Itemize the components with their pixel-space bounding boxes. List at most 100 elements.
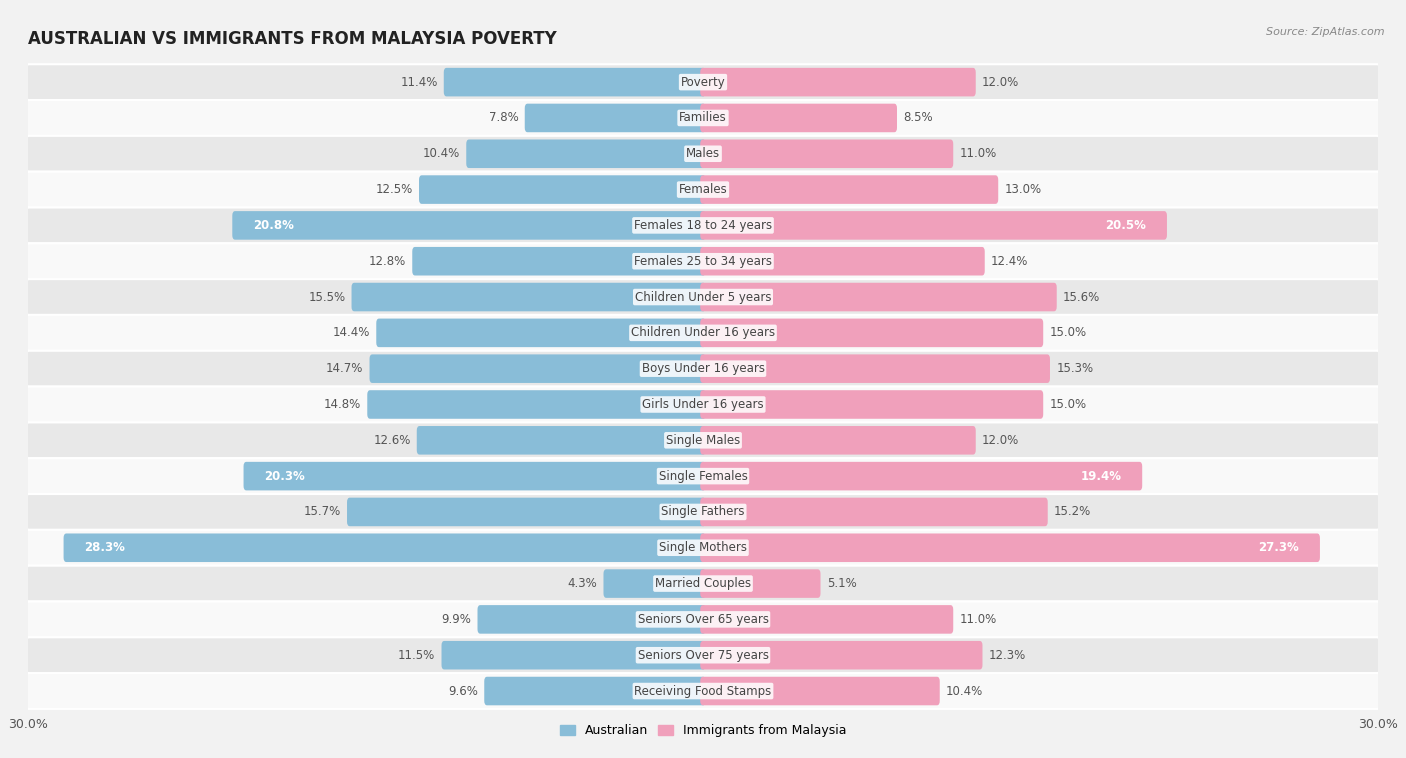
FancyBboxPatch shape [416, 426, 706, 455]
Text: Females: Females [679, 183, 727, 196]
Text: Children Under 5 years: Children Under 5 years [634, 290, 772, 303]
Text: 14.8%: 14.8% [323, 398, 361, 411]
Text: Children Under 16 years: Children Under 16 years [631, 327, 775, 340]
FancyBboxPatch shape [700, 605, 953, 634]
FancyBboxPatch shape [27, 279, 1379, 315]
Text: 14.4%: 14.4% [333, 327, 370, 340]
Text: Married Couples: Married Couples [655, 577, 751, 590]
FancyBboxPatch shape [27, 673, 1379, 709]
FancyBboxPatch shape [444, 68, 706, 96]
Text: 12.5%: 12.5% [375, 183, 413, 196]
Text: Poverty: Poverty [681, 76, 725, 89]
FancyBboxPatch shape [27, 208, 1379, 243]
FancyBboxPatch shape [700, 283, 1057, 312]
Text: 12.3%: 12.3% [988, 649, 1026, 662]
Text: 5.1%: 5.1% [827, 577, 856, 590]
FancyBboxPatch shape [27, 637, 1379, 673]
FancyBboxPatch shape [478, 605, 706, 634]
FancyBboxPatch shape [700, 534, 1320, 562]
Text: 7.8%: 7.8% [489, 111, 519, 124]
FancyBboxPatch shape [27, 64, 1379, 100]
FancyBboxPatch shape [700, 462, 1142, 490]
Text: 15.3%: 15.3% [1056, 362, 1094, 375]
FancyBboxPatch shape [27, 494, 1379, 530]
FancyBboxPatch shape [27, 243, 1379, 279]
FancyBboxPatch shape [347, 498, 706, 526]
FancyBboxPatch shape [700, 247, 984, 275]
FancyBboxPatch shape [27, 530, 1379, 565]
FancyBboxPatch shape [412, 247, 706, 275]
Text: Females 18 to 24 years: Females 18 to 24 years [634, 219, 772, 232]
FancyBboxPatch shape [700, 641, 983, 669]
FancyBboxPatch shape [700, 677, 939, 705]
Text: 14.7%: 14.7% [326, 362, 363, 375]
Text: Boys Under 16 years: Boys Under 16 years [641, 362, 765, 375]
Text: 11.0%: 11.0% [959, 147, 997, 160]
FancyBboxPatch shape [63, 534, 706, 562]
FancyBboxPatch shape [27, 459, 1379, 494]
Text: 12.8%: 12.8% [368, 255, 406, 268]
FancyBboxPatch shape [352, 283, 706, 312]
Text: 8.5%: 8.5% [903, 111, 932, 124]
Text: 19.4%: 19.4% [1080, 470, 1122, 483]
FancyBboxPatch shape [700, 318, 1043, 347]
Text: 20.8%: 20.8% [253, 219, 294, 232]
FancyBboxPatch shape [419, 175, 706, 204]
FancyBboxPatch shape [700, 139, 953, 168]
FancyBboxPatch shape [27, 315, 1379, 351]
Text: 28.3%: 28.3% [84, 541, 125, 554]
Text: 11.0%: 11.0% [959, 613, 997, 626]
FancyBboxPatch shape [27, 422, 1379, 459]
Text: Girls Under 16 years: Girls Under 16 years [643, 398, 763, 411]
Text: 27.3%: 27.3% [1258, 541, 1299, 554]
Text: 13.0%: 13.0% [1004, 183, 1042, 196]
Text: 9.9%: 9.9% [441, 613, 471, 626]
FancyBboxPatch shape [367, 390, 706, 418]
Text: 20.3%: 20.3% [264, 470, 305, 483]
FancyBboxPatch shape [700, 104, 897, 132]
FancyBboxPatch shape [27, 602, 1379, 637]
Text: Seniors Over 75 years: Seniors Over 75 years [637, 649, 769, 662]
Text: Seniors Over 65 years: Seniors Over 65 years [637, 613, 769, 626]
Text: 15.7%: 15.7% [304, 506, 340, 518]
Text: 15.6%: 15.6% [1063, 290, 1099, 303]
Text: Single Fathers: Single Fathers [661, 506, 745, 518]
FancyBboxPatch shape [370, 355, 706, 383]
FancyBboxPatch shape [27, 387, 1379, 422]
FancyBboxPatch shape [700, 569, 821, 598]
Text: 15.0%: 15.0% [1049, 327, 1087, 340]
Text: Females 25 to 34 years: Females 25 to 34 years [634, 255, 772, 268]
FancyBboxPatch shape [700, 498, 1047, 526]
Text: 12.0%: 12.0% [981, 76, 1019, 89]
Text: 12.4%: 12.4% [991, 255, 1028, 268]
Text: 9.6%: 9.6% [449, 684, 478, 697]
FancyBboxPatch shape [27, 136, 1379, 171]
FancyBboxPatch shape [700, 390, 1043, 418]
Text: Receiving Food Stamps: Receiving Food Stamps [634, 684, 772, 697]
FancyBboxPatch shape [27, 351, 1379, 387]
Text: 11.4%: 11.4% [401, 76, 437, 89]
Text: 10.4%: 10.4% [946, 684, 983, 697]
FancyBboxPatch shape [243, 462, 706, 490]
Text: 20.5%: 20.5% [1105, 219, 1146, 232]
FancyBboxPatch shape [27, 100, 1379, 136]
Text: Single Mothers: Single Mothers [659, 541, 747, 554]
FancyBboxPatch shape [232, 211, 706, 240]
Text: 15.0%: 15.0% [1049, 398, 1087, 411]
Text: AUSTRALIAN VS IMMIGRANTS FROM MALAYSIA POVERTY: AUSTRALIAN VS IMMIGRANTS FROM MALAYSIA P… [28, 30, 557, 48]
FancyBboxPatch shape [603, 569, 706, 598]
Legend: Australian, Immigrants from Malaysia: Australian, Immigrants from Malaysia [554, 719, 852, 742]
Text: 4.3%: 4.3% [568, 577, 598, 590]
FancyBboxPatch shape [441, 641, 706, 669]
FancyBboxPatch shape [484, 677, 706, 705]
FancyBboxPatch shape [700, 426, 976, 455]
Text: 10.4%: 10.4% [423, 147, 460, 160]
FancyBboxPatch shape [700, 355, 1050, 383]
FancyBboxPatch shape [27, 171, 1379, 208]
FancyBboxPatch shape [700, 211, 1167, 240]
Text: Males: Males [686, 147, 720, 160]
Text: Single Males: Single Males [666, 434, 740, 446]
Text: 12.0%: 12.0% [981, 434, 1019, 446]
Text: 11.5%: 11.5% [398, 649, 436, 662]
FancyBboxPatch shape [467, 139, 706, 168]
